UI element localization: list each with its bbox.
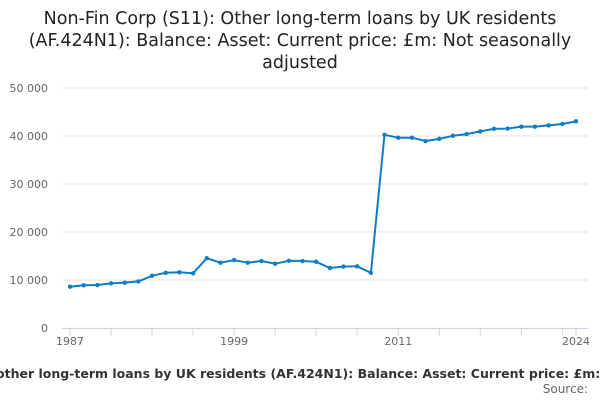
data-point bbox=[313, 259, 319, 264]
y-tick-label: 0 bbox=[41, 322, 48, 335]
data-point bbox=[272, 261, 278, 266]
data-point bbox=[122, 280, 127, 285]
data-point bbox=[396, 135, 401, 140]
data-point bbox=[177, 270, 182, 275]
data-point bbox=[437, 136, 442, 142]
x-axis-label: other long-term loans by UK residents (A… bbox=[0, 366, 600, 381]
data-point bbox=[423, 138, 428, 144]
data-point bbox=[81, 283, 86, 288]
data-point bbox=[136, 279, 141, 284]
y-tick-label: 30 000 bbox=[10, 178, 49, 191]
data-point bbox=[491, 126, 497, 131]
y-tick-label: 20 000 bbox=[10, 226, 49, 239]
data-point bbox=[341, 264, 346, 269]
y-tick-label: 10 000 bbox=[10, 274, 49, 287]
data-point bbox=[354, 264, 360, 269]
chart-title: Non-Fin Corp (S11): Other long-term loan… bbox=[28, 9, 572, 73]
data-point bbox=[464, 131, 469, 137]
x-tick-label: 2011 bbox=[384, 335, 412, 348]
data-point bbox=[218, 260, 223, 265]
data-point bbox=[95, 282, 100, 288]
data-point bbox=[231, 257, 237, 263]
data-point bbox=[327, 265, 333, 271]
source-label: Source: bbox=[542, 382, 588, 396]
x-tick-label: 1999 bbox=[220, 335, 248, 348]
data-point bbox=[532, 124, 538, 129]
x-tick-label: 1987 bbox=[56, 335, 84, 348]
data-point bbox=[450, 133, 456, 138]
data-point bbox=[560, 121, 565, 127]
data-point bbox=[409, 135, 415, 140]
data-point bbox=[382, 132, 387, 137]
data-point bbox=[546, 123, 551, 128]
data-point bbox=[190, 271, 196, 276]
data-point bbox=[259, 258, 264, 264]
data-point bbox=[368, 270, 374, 275]
data-point bbox=[245, 260, 250, 265]
y-tick-label: 40 000 bbox=[10, 130, 49, 143]
data-point bbox=[519, 124, 524, 129]
y-tick-label: 50 000 bbox=[10, 82, 49, 95]
data-point bbox=[163, 270, 168, 275]
data-point bbox=[149, 273, 155, 278]
data-point bbox=[67, 284, 73, 289]
series-line bbox=[69, 120, 577, 288]
data-point bbox=[478, 129, 483, 134]
data-point bbox=[300, 258, 305, 264]
data-point bbox=[505, 126, 510, 131]
x-tick-label: 2024 bbox=[562, 335, 590, 348]
data-point bbox=[286, 258, 292, 263]
data-point bbox=[204, 255, 209, 261]
data-point bbox=[108, 281, 114, 286]
data-point bbox=[573, 119, 579, 124]
